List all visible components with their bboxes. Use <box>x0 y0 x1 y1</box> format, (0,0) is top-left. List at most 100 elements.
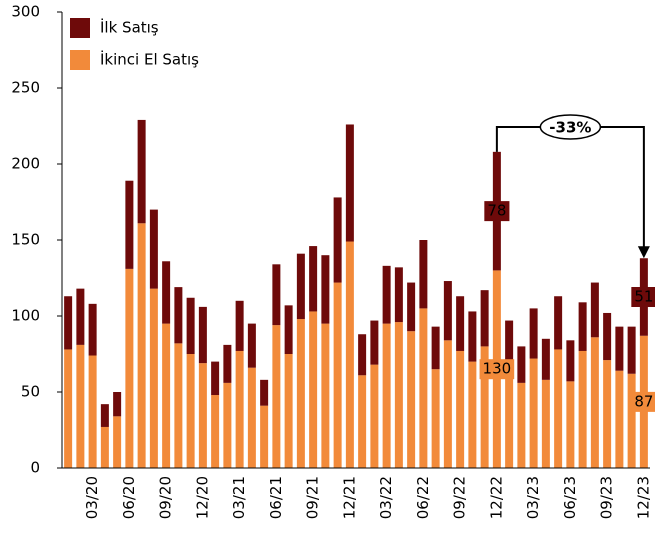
legend-swatch <box>70 50 90 70</box>
bar-segment <box>443 340 452 468</box>
x-tick-label: 09/22 <box>451 476 469 519</box>
x-tick-label: 06/20 <box>120 476 138 519</box>
y-tick-label: 200 <box>11 155 40 173</box>
bar-segment <box>529 308 538 359</box>
bar-segment <box>174 287 183 344</box>
bar-segment <box>505 320 514 362</box>
bar-segment <box>370 320 379 365</box>
bar-segment <box>603 312 612 361</box>
y-tick-label: 300 <box>11 3 40 21</box>
bar-segment <box>590 337 599 468</box>
bar-segment <box>113 392 122 417</box>
bar-segment <box>382 265 391 324</box>
bar-segment <box>627 326 636 374</box>
bar-segment <box>345 241 354 468</box>
bar-segment <box>358 334 367 376</box>
bar-segment <box>615 326 624 371</box>
bar-segment <box>578 350 587 468</box>
bar-segment <box>321 323 330 468</box>
bar-segment <box>480 346 489 468</box>
bar-segment <box>272 264 281 326</box>
bar-segment <box>333 282 342 468</box>
bar-segment <box>505 361 514 468</box>
bar-segment <box>358 375 367 468</box>
bar-segment <box>125 268 134 468</box>
bar-segment <box>394 267 403 323</box>
data-label-bg <box>631 391 655 412</box>
bar-segment <box>64 296 73 350</box>
y-tick-label: 150 <box>11 231 40 249</box>
bar-segment <box>468 361 477 468</box>
legend-label: İkinci El Satış <box>100 50 199 69</box>
annotation-bubble <box>539 114 602 140</box>
bar-segment <box>541 379 550 468</box>
legend-label: İlk Satış <box>100 18 159 37</box>
bar-segment <box>235 300 244 351</box>
bar-segment <box>235 350 244 468</box>
annotation-arrowhead <box>637 246 650 259</box>
y-tick-label: 0 <box>30 459 40 477</box>
bar-segment <box>137 223 146 468</box>
x-tick-label: 03/20 <box>83 476 101 519</box>
bar-segment <box>198 363 207 468</box>
bar-segment <box>578 302 587 351</box>
bar-segment <box>100 426 109 468</box>
bar-segment <box>382 323 391 468</box>
bar-segment <box>296 319 305 468</box>
bar-segment <box>260 405 269 468</box>
bar-segment <box>370 364 379 468</box>
bar-segment <box>443 281 452 341</box>
bar-segment <box>566 340 575 382</box>
bar-segment <box>541 338 550 380</box>
bar-segment <box>480 290 489 347</box>
bar-segment <box>125 180 134 269</box>
bar-segment <box>272 325 281 468</box>
bar-segment <box>149 288 158 468</box>
bar-segment <box>88 303 97 356</box>
bar-segment <box>419 308 428 468</box>
bar-segment <box>76 288 85 345</box>
bar-segment <box>162 323 171 468</box>
bar-segment <box>554 296 563 350</box>
data-label: 130 <box>483 360 512 378</box>
bar-segment <box>76 344 85 468</box>
bar-segment <box>590 282 599 338</box>
x-tick-label: 06/21 <box>267 476 285 519</box>
x-tick-label: 09/23 <box>598 476 616 519</box>
bar-segment <box>186 354 195 468</box>
data-label: 51 <box>634 288 653 306</box>
bar-segment <box>345 124 354 242</box>
bar-segment <box>211 395 220 468</box>
bar-segment <box>162 261 171 324</box>
bar-segment <box>284 305 293 354</box>
legend-swatch <box>70 18 90 38</box>
bar-segment <box>223 382 232 468</box>
x-tick-label: 12/21 <box>340 476 358 519</box>
bar-segment <box>407 282 416 332</box>
bar-segment <box>529 358 538 468</box>
bar-segment <box>627 373 636 468</box>
x-tick-label: 09/20 <box>157 476 175 519</box>
x-tick-label: 09/21 <box>304 476 322 519</box>
data-label-bg <box>479 359 515 380</box>
x-tick-label: 03/23 <box>524 476 542 519</box>
bar-segment <box>113 416 122 468</box>
x-tick-label: 12/23 <box>634 476 652 519</box>
bar-segment <box>309 246 318 312</box>
data-label: 87 <box>634 392 653 410</box>
bar-segment <box>100 404 109 427</box>
bar-segment <box>419 240 428 309</box>
bar-segment <box>321 255 330 324</box>
bar-segment <box>431 326 440 370</box>
x-tick-label: 12/22 <box>487 476 505 519</box>
y-tick-label: 50 <box>21 383 40 401</box>
bar-segment <box>603 360 612 468</box>
bar-segment <box>284 354 293 468</box>
bar-segment <box>137 119 146 224</box>
bar-segment <box>174 343 183 468</box>
bar-segment <box>456 350 465 468</box>
bar-segment <box>517 382 526 468</box>
bar-segment <box>517 346 526 383</box>
bar-segment <box>468 311 477 362</box>
